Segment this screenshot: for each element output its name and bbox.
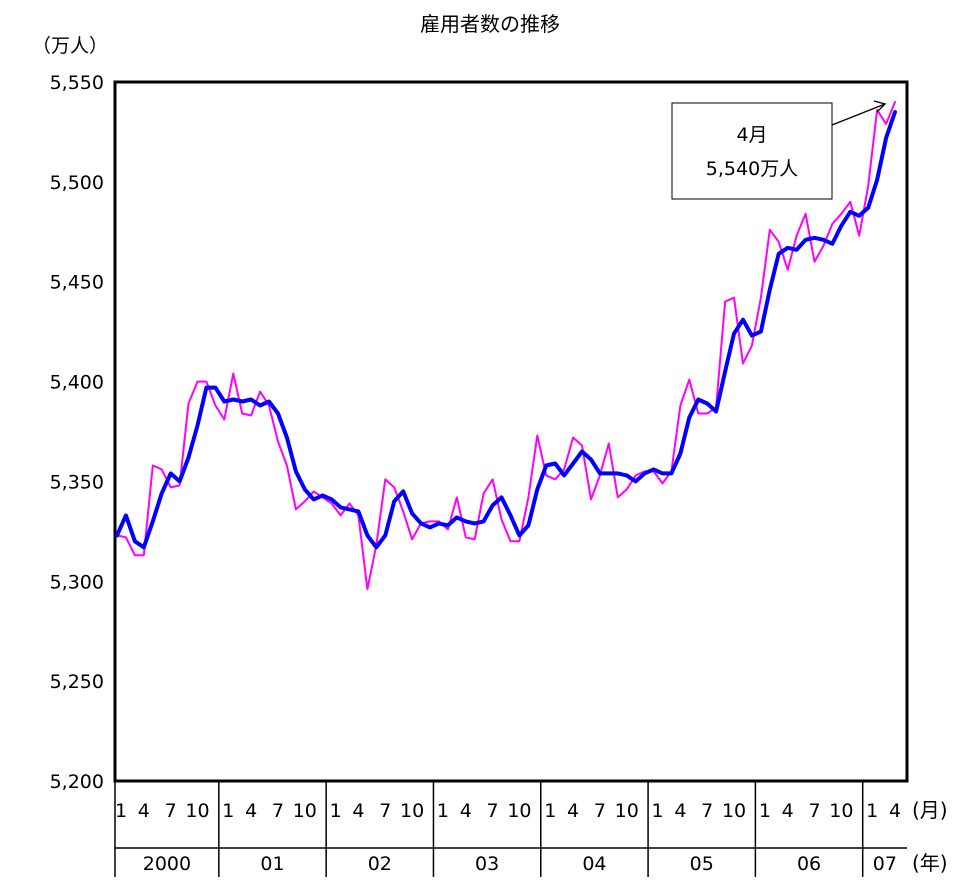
x-axis-year-unit: (年) bbox=[912, 851, 948, 875]
year-label: 06 bbox=[797, 853, 821, 875]
y-tick-label: 5,200 bbox=[50, 771, 104, 793]
month-tick-label: 1 bbox=[115, 800, 127, 822]
month-tick-label: 1 bbox=[222, 800, 234, 822]
y-tick-label: 5,250 bbox=[50, 671, 104, 693]
month-tick-label: 7 bbox=[165, 800, 177, 822]
y-tick-label: 5,400 bbox=[50, 372, 104, 394]
month-tick-label: 7 bbox=[701, 800, 713, 822]
month-tick-label: 7 bbox=[487, 800, 499, 822]
month-tick-label: 1 bbox=[437, 800, 449, 822]
month-tick-label: 1 bbox=[652, 800, 664, 822]
y-axis-unit: （万人） bbox=[32, 35, 108, 57]
month-tick-label: 10 bbox=[185, 800, 209, 822]
y-tick-label: 5,450 bbox=[50, 272, 104, 294]
month-tick-label: 4 bbox=[460, 800, 472, 822]
annotation-value: 5,540万人 bbox=[706, 158, 798, 180]
month-tick-label: 10 bbox=[400, 800, 424, 822]
annotation-arrow-line bbox=[831, 103, 886, 126]
y-tick-label: 5,350 bbox=[50, 471, 104, 493]
year-label: 2000 bbox=[143, 853, 191, 875]
month-tick-label: 1 bbox=[866, 800, 878, 822]
y-tick-label: 5,550 bbox=[50, 72, 104, 94]
annotation-arrow-head bbox=[873, 100, 887, 113]
y-tick-label: 5,300 bbox=[50, 571, 104, 593]
month-tick-label: 4 bbox=[567, 800, 579, 822]
month-tick-label: 1 bbox=[759, 800, 771, 822]
year-label: 01 bbox=[260, 853, 284, 875]
month-tick-label: 7 bbox=[594, 800, 606, 822]
annotation-callout: 4月 5,540万人 bbox=[671, 100, 887, 200]
month-tick-label: 7 bbox=[379, 800, 391, 822]
month-tick-label: 4 bbox=[245, 800, 257, 822]
month-tick-label: 4 bbox=[889, 800, 901, 822]
series-layer bbox=[115, 101, 897, 591]
month-tick-label: 4 bbox=[782, 800, 794, 822]
month-tick-label: 7 bbox=[272, 800, 284, 822]
annotation-box bbox=[671, 102, 833, 200]
month-tick-label: 4 bbox=[674, 800, 686, 822]
month-tick-label: 10 bbox=[507, 800, 531, 822]
x-axis-month-unit: (月) bbox=[912, 798, 948, 822]
chart-title: 雇用者数の推移 bbox=[420, 12, 560, 36]
year-label: 04 bbox=[582, 853, 606, 875]
plot-area-frame bbox=[113, 80, 909, 783]
y-tick-label: 5,500 bbox=[50, 172, 104, 194]
month-tick-label: 4 bbox=[138, 800, 150, 822]
month-tick-label: 10 bbox=[293, 800, 317, 822]
month-tick-label: 10 bbox=[615, 800, 639, 822]
series-line-trend bbox=[115, 110, 897, 550]
month-tick-label: 10 bbox=[829, 800, 853, 822]
month-tick-label: 10 bbox=[722, 800, 746, 822]
y-tick-labels: 5,200 5,250 5,300 5,350 5,400 5,450 5,500 5,550 bbox=[50, 72, 104, 793]
year-label: 02 bbox=[368, 853, 392, 875]
month-tick-label: 7 bbox=[808, 800, 820, 822]
year-label: 03 bbox=[475, 853, 499, 875]
year-label: 07 bbox=[873, 853, 897, 875]
annotation-month: 4月 bbox=[736, 124, 767, 146]
month-tick-label: 4 bbox=[352, 800, 364, 822]
year-label: 05 bbox=[690, 853, 714, 875]
series-line-monthly bbox=[116, 101, 896, 591]
month-tick-label: 1 bbox=[330, 800, 342, 822]
month-tick-label: 1 bbox=[544, 800, 556, 822]
